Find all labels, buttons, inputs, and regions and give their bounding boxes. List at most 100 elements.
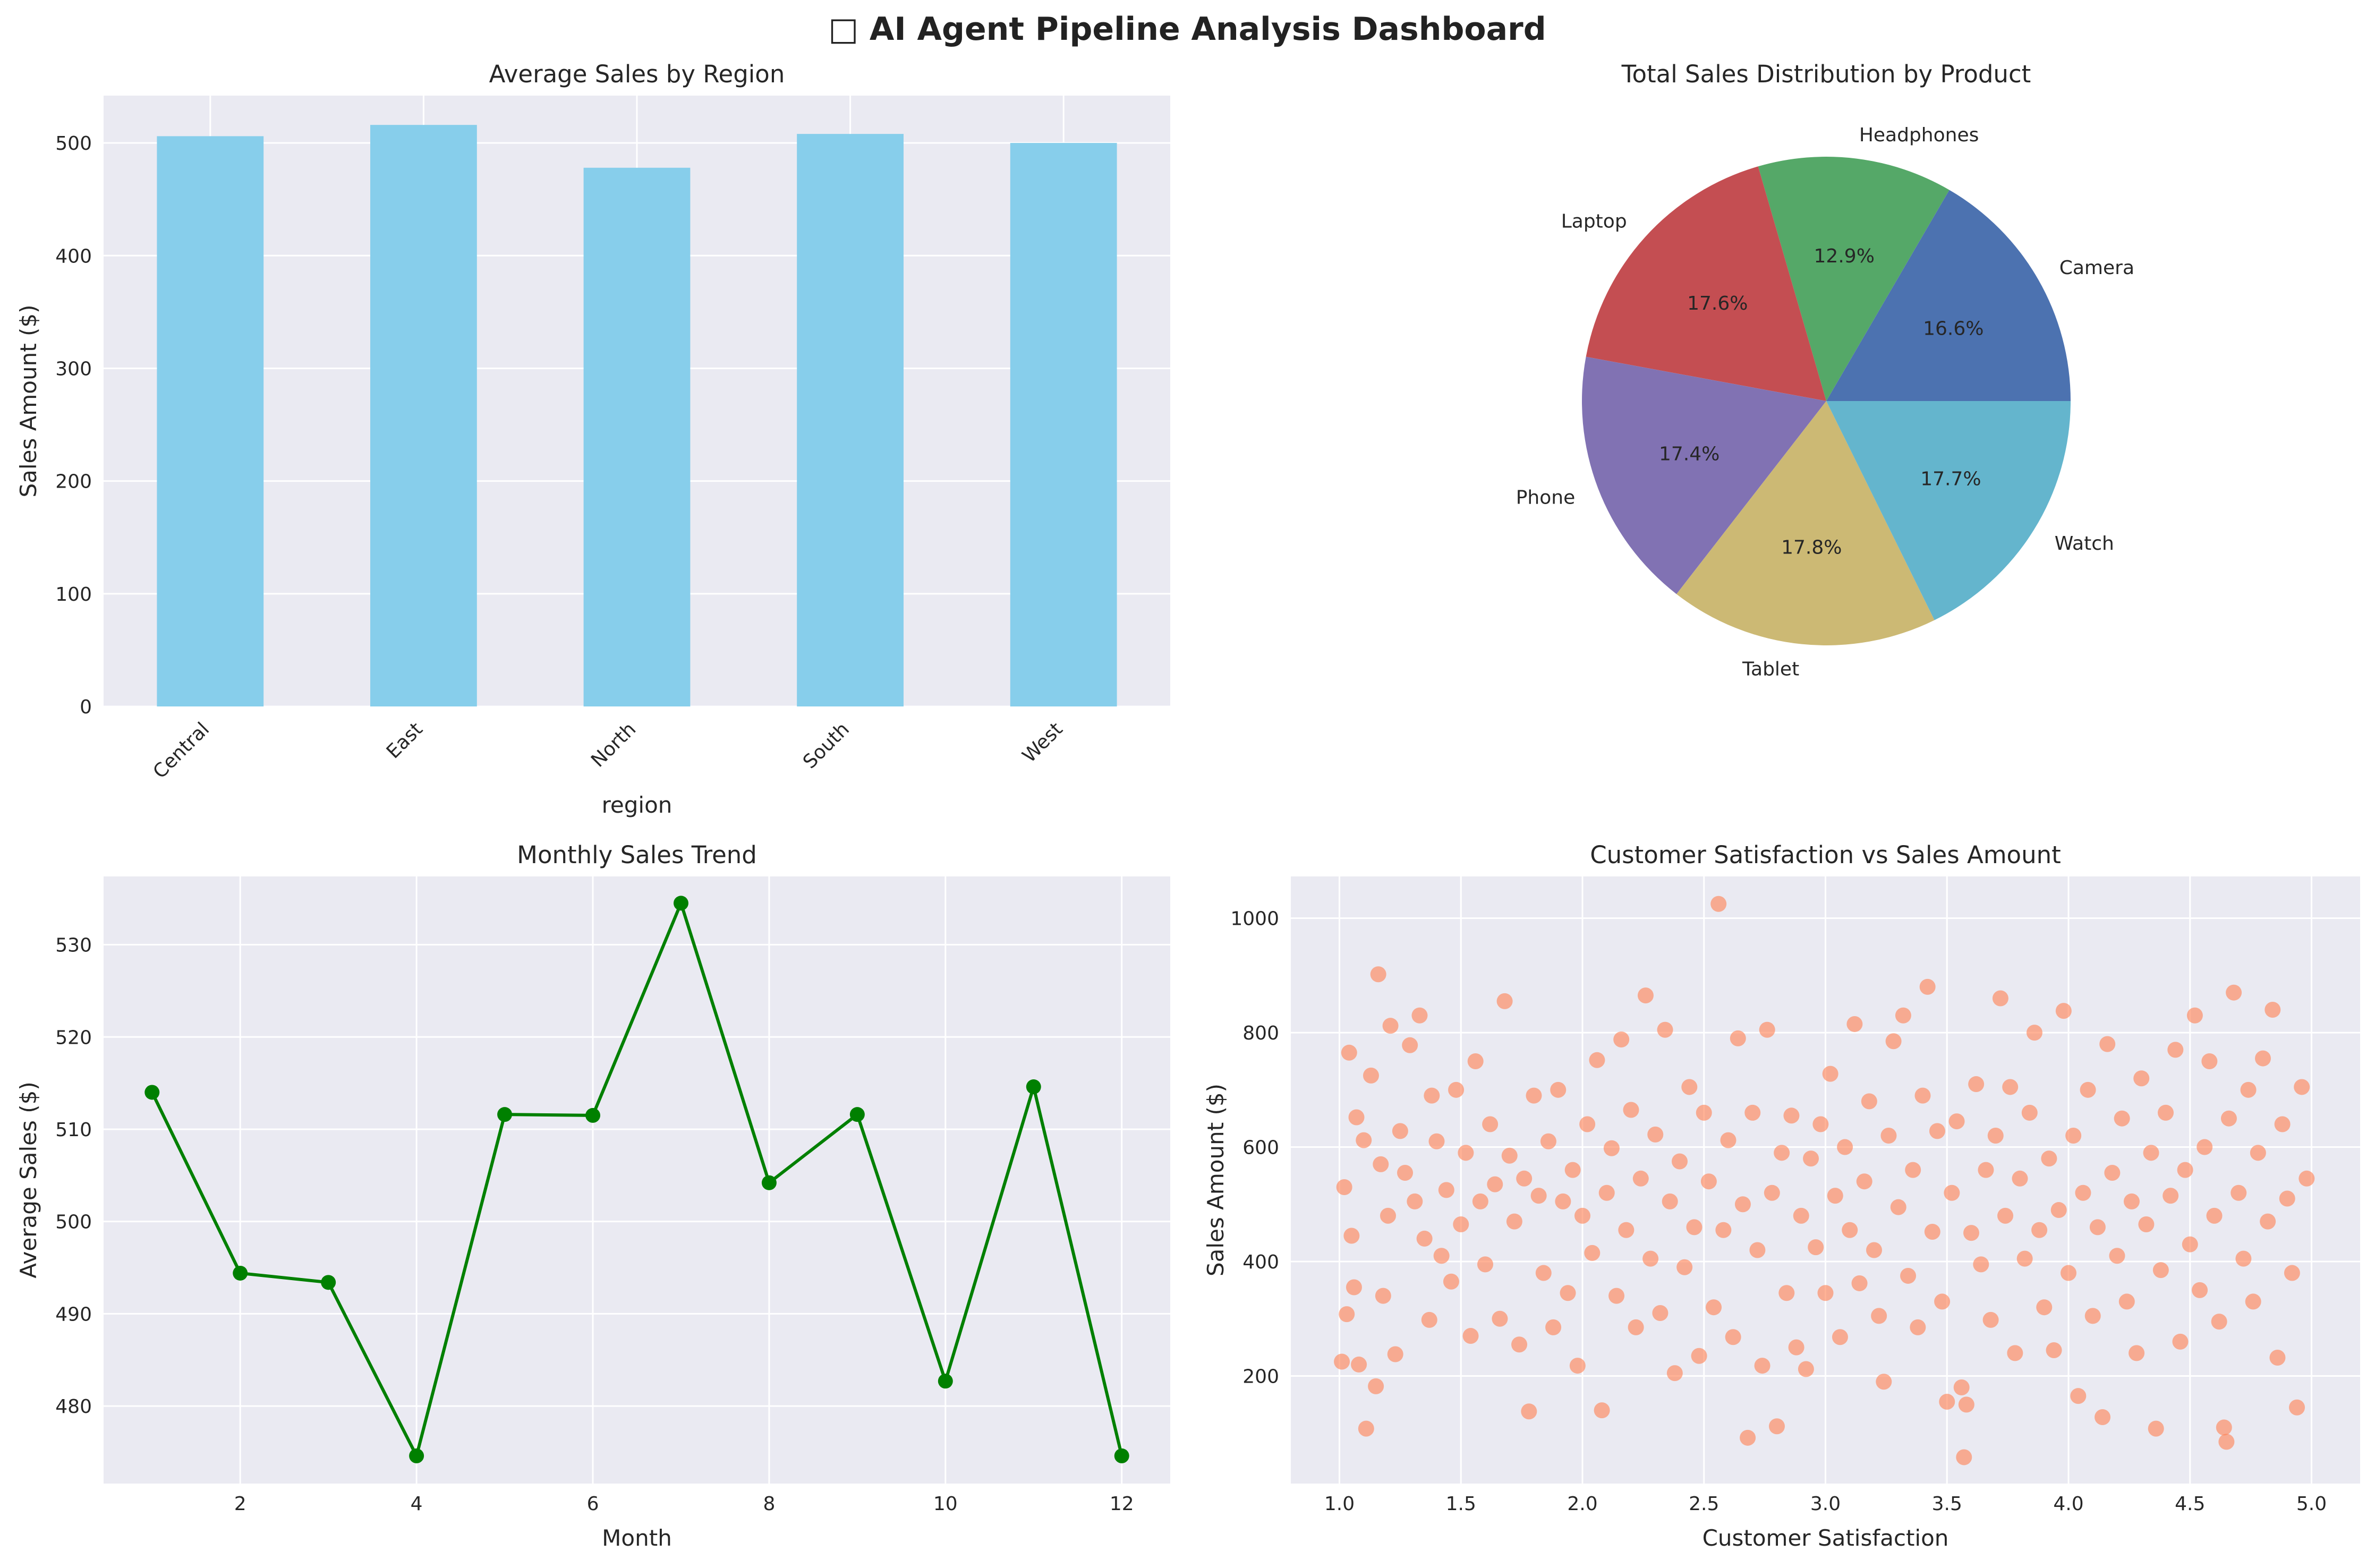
scatter-point (2036, 1299, 2053, 1316)
line-chart-y-tick-label: 520 (55, 1027, 92, 1049)
bar-chart-y-tick-label: 0 (80, 696, 92, 718)
scatter-point (1754, 1358, 1770, 1374)
scatter-point (2061, 1265, 2076, 1281)
scatter-point (1356, 1132, 1372, 1148)
scatter-point (1861, 1093, 1877, 1110)
scatter-point (2216, 1419, 2232, 1436)
scatter-point (2192, 1282, 2208, 1298)
scatter-point (2289, 1399, 2305, 1416)
scatter-point (1759, 1021, 1775, 1038)
scatter-point (1871, 1308, 1887, 1324)
pie-slice-category-label: Tablet (1742, 658, 1799, 680)
scatter-chart-x-tick-label: 2.5 (1689, 1493, 1719, 1515)
scatter-point (1584, 1245, 1601, 1261)
scatter-point (1734, 1196, 1751, 1213)
scatter-point (2245, 1293, 2261, 1310)
scatter-point (1666, 1365, 1683, 1382)
line-chart-y-tick-label: 530 (55, 935, 92, 957)
scatter-point (1453, 1216, 1469, 1232)
scatter-point (2177, 1162, 2193, 1178)
pie-slice-category-label: Headphones (1859, 124, 1979, 146)
dashboard-title: □ AI Agent Pipeline Analysis Dashboard (828, 11, 1546, 48)
scatter-point (1540, 1133, 1556, 1149)
scatter-point (2002, 1079, 2019, 1095)
scatter-point (2163, 1188, 2179, 1204)
line-chart-point (673, 896, 688, 911)
scatter-point (2129, 1345, 2145, 1361)
pie-slice-phone (1582, 356, 1826, 594)
scatter-point (1885, 1033, 1902, 1050)
scatter-point (1647, 1126, 1664, 1143)
scatter-point (1569, 1358, 1586, 1374)
scatter-point (1487, 1176, 1503, 1192)
scatter-point (1778, 1285, 1795, 1301)
scatter-point (2080, 1081, 2096, 1098)
line-chart-x-tick-label: 2 (234, 1493, 246, 1515)
pie-slice-watch (1826, 401, 2071, 620)
scatter-point (2065, 1128, 2082, 1144)
bar-south (797, 134, 904, 706)
line-chart-series-line (150, 901, 1123, 1458)
line-chart-x-tick-label: 8 (763, 1493, 775, 1515)
scatter-point (1492, 1310, 1508, 1327)
scatter-point (1744, 1104, 1761, 1121)
scatter-point (1774, 1145, 1790, 1161)
scatter-point (1910, 1319, 1926, 1335)
pie-slice-value-label: 17.8% (1781, 537, 1842, 559)
scatter-point (2026, 1025, 2042, 1041)
scatter-point (1676, 1259, 1693, 1275)
scatter-point (1433, 1248, 1450, 1264)
scatter-chart-x-tick-label: 3.5 (1932, 1493, 1962, 1515)
scatter-point (1956, 1449, 1972, 1465)
scatter-point (1358, 1420, 1374, 1437)
scatter-point (1564, 1162, 1581, 1178)
scatter-point (2299, 1170, 2315, 1187)
scatter-point (1411, 1007, 1428, 1024)
scatter-point (1992, 990, 2008, 1007)
bar-chart-y-tick-label: 300 (55, 358, 92, 380)
scatter-point (2231, 1184, 2247, 1201)
pie-chart-sales-by-product: Total Sales Distribution by Product 16.6%… (1516, 60, 2134, 680)
scatter-point (1842, 1222, 1858, 1238)
line-chart-point (938, 1374, 953, 1389)
pie-slice-value-label: 17.7% (1920, 468, 1981, 490)
pie-slice-category-label: Camera (2059, 257, 2134, 279)
bar-chart-y-tick-label: 500 (55, 133, 92, 155)
scatter-point (1793, 1207, 1809, 1224)
scatter-point (2279, 1190, 2295, 1207)
line-chart-y-tick-label: 510 (55, 1119, 92, 1141)
scatter-point (2211, 1314, 2227, 1330)
scatter-point (2099, 1036, 2116, 1052)
scatter-point (2031, 1222, 2048, 1238)
scatter-point (1594, 1402, 1610, 1419)
scatter-point (1686, 1219, 1702, 1235)
scatter-point (1443, 1273, 1459, 1290)
scatter-chart-x-tick-label: 1.0 (1324, 1493, 1355, 1515)
scatter-point (2206, 1207, 2223, 1224)
scatter-point (1341, 1044, 1357, 1061)
scatter-chart-y-axis-label: Sales Amount ($) (1203, 1084, 1229, 1276)
scatter-point (2255, 1050, 2271, 1067)
pie-slice-value-label: 17.6% (1687, 293, 1748, 314)
scatter-point (1968, 1076, 1985, 1093)
scatter-point (2265, 1002, 2281, 1018)
scatter-point (1798, 1361, 1814, 1377)
pie-slice-camera (1826, 190, 2071, 401)
scatter-chart-title: Customer Satisfaction vs Sales Amount (1590, 841, 2061, 869)
scatter-point (1944, 1184, 1960, 1201)
scatter-point (1803, 1151, 1819, 1167)
scatter-point (2021, 1104, 2038, 1121)
scatter-point (1351, 1356, 1367, 1373)
scatter-point (1424, 1087, 1440, 1104)
scatter-point (1929, 1123, 1945, 1139)
scatter-point (1769, 1418, 1785, 1435)
scatter-point (1363, 1067, 1379, 1084)
scatter-point (2158, 1104, 2174, 1121)
scatter-point (1978, 1162, 1994, 1178)
scatter-point (1623, 1102, 1639, 1118)
scatter-point (2050, 1202, 2067, 1218)
scatter-point (1628, 1319, 1644, 1335)
pie-slice-category-label: Watch (2055, 533, 2114, 555)
scatter-point (1914, 1087, 1931, 1104)
